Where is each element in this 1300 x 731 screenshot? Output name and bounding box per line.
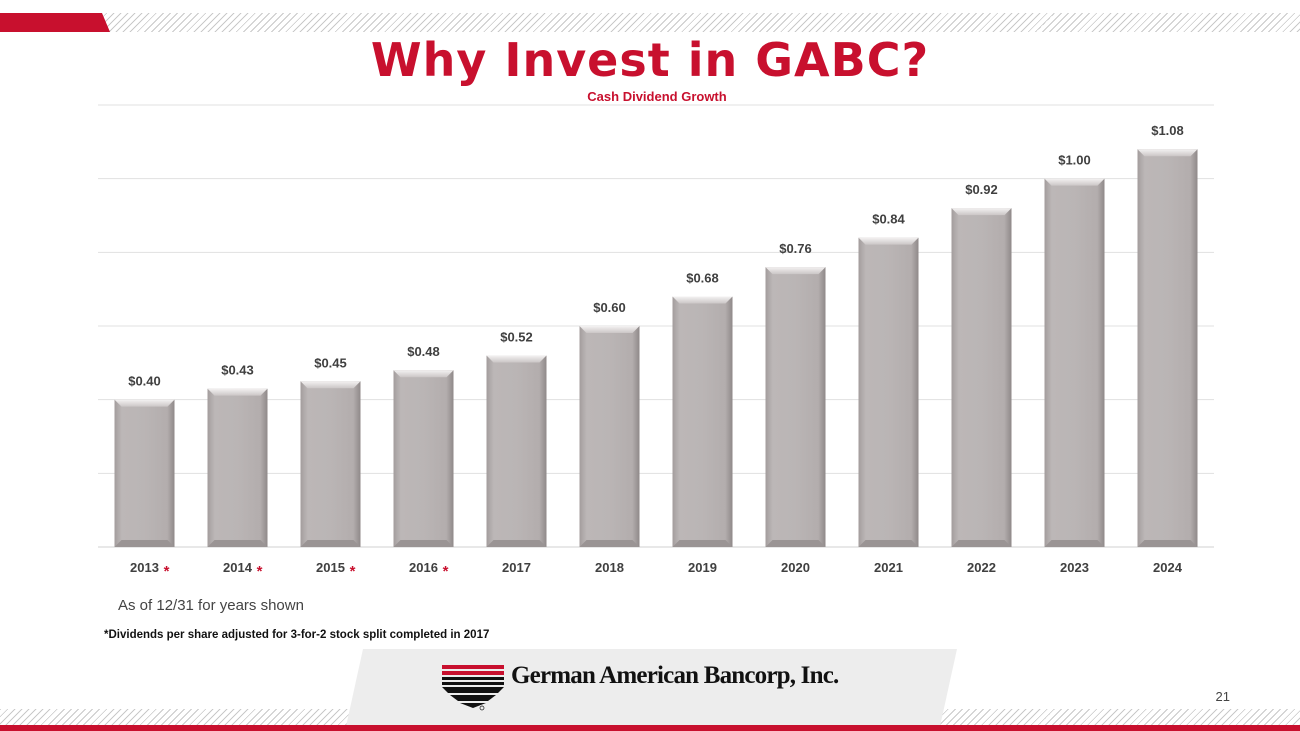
bar-body [486,355,547,547]
bar-base-bevel [393,540,454,547]
value-label-2013: $0.40 [128,374,161,389]
bar-body [672,296,733,547]
bar-body [765,267,826,547]
stock-split-footnote: *Dividends per share adjusted for 3-for-… [104,629,490,641]
bar-2013 [114,399,175,547]
x-tick-2016: 2016 [409,560,438,575]
bar-body [114,399,175,547]
adjusted-asterisk-2015: * [350,563,356,580]
bar-bevel [579,326,640,333]
value-label-2016: $0.48 [407,344,440,359]
bar-base-bevel [579,540,640,547]
x-tick-2019: 2019 [688,560,717,575]
x-tick-2020: 2020 [781,560,810,575]
bar-base-bevel [1137,540,1198,547]
bar-bevel [300,381,361,389]
value-labels: $0.40 $0.43 $0.45 $0.48 $0.52 $0.60 $0.68 $0.76… [128,123,1184,388]
bar-base-bevel [765,540,826,547]
bars [114,149,1198,547]
x-tick-2013: 2013 [130,560,159,575]
bar-2014 [207,388,268,547]
bar-bevel [672,296,733,304]
bar-base-bevel [114,540,175,547]
bar-2024 [1137,149,1198,547]
bar-2017 [486,355,547,547]
value-label-2014: $0.43 [221,363,254,378]
bar-bevel [207,388,268,396]
x-tick-2023: 2023 [1060,560,1089,575]
bar-body [579,326,640,547]
bar-2019 [672,296,733,547]
x-tick-2024: 2024 [1153,560,1183,575]
value-label-2015: $0.45 [314,355,347,370]
bar-bevel [114,399,175,407]
bar-bevel [858,237,919,245]
x-tick-2018: 2018 [595,560,624,575]
bar-base-bevel [951,540,1012,547]
value-label-2024: $1.08 [1151,123,1184,138]
x-tick-2021: 2021 [874,560,903,575]
bar-base-bevel [300,540,361,547]
as-of-note: As of 12/31 for years shown [118,597,304,614]
value-label-2017: $0.52 [500,329,533,344]
value-label-2018: $0.60 [593,300,626,315]
bar-body [393,370,454,547]
bar-body [1137,149,1198,547]
value-label-2021: $0.84 [872,212,905,227]
bar-base-bevel [486,540,547,547]
company-name: German American Bancorp, Inc. [511,662,839,689]
chart-title: Cash Dividend Growth [587,89,726,104]
bottom-red-bar [0,725,1300,731]
bar-2015 [300,381,361,547]
x-tick-2014: 2014 [223,560,253,575]
value-label-2020: $0.76 [779,241,812,256]
bar-2021 [858,237,919,547]
bar-bevel [765,267,826,275]
bar-2020 [765,267,826,547]
bar-base-bevel [858,540,919,547]
bar-body [207,388,268,547]
x-tick-2022: 2022 [967,560,996,575]
bar-bevel [951,208,1012,216]
value-label-2023: $1.00 [1058,153,1091,168]
adjusted-asterisk-2013: * [164,563,170,580]
x-tick-2017: 2017 [502,560,531,575]
bar-body [1044,178,1105,547]
bar-bevel [1137,149,1198,157]
bar-2022 [951,208,1012,547]
value-label-2022: $0.92 [965,182,998,197]
x-tick-2015: 2015 [316,560,345,575]
bar-bevel [1044,178,1105,186]
value-label-2019: $0.68 [686,271,719,286]
bar-bevel [486,355,547,363]
bar-body [300,381,361,547]
gridlines [98,104,1214,548]
page-title: Why Invest in GABC? [370,33,930,87]
bar-bevel [393,370,454,378]
dividend-bar-chart: Cash Dividend Growth $0.40$0.43 $0.45$0.4… [98,89,1214,580]
company-flag-logo-icon [442,665,504,711]
top-hatch-band [0,13,1300,32]
page-number: 21 [1215,689,1230,704]
bar-2018 [579,326,640,547]
bar-2023 [1044,178,1105,547]
bar-body [951,208,1012,547]
bar-base-bevel [207,540,268,547]
bar-body [858,237,919,547]
bar-base-bevel [672,540,733,547]
bar-2016 [393,370,454,547]
bar-base-bevel [1044,540,1105,547]
adjusted-asterisk-2016: * [443,563,449,580]
x-axis-tick-labels: 2013 * 2014 * 2015 * 2016 * 2017 2018 2019 2020 2021… [130,560,1183,580]
top-red-tab [0,13,110,32]
adjusted-asterisk-2014: * [257,563,263,580]
